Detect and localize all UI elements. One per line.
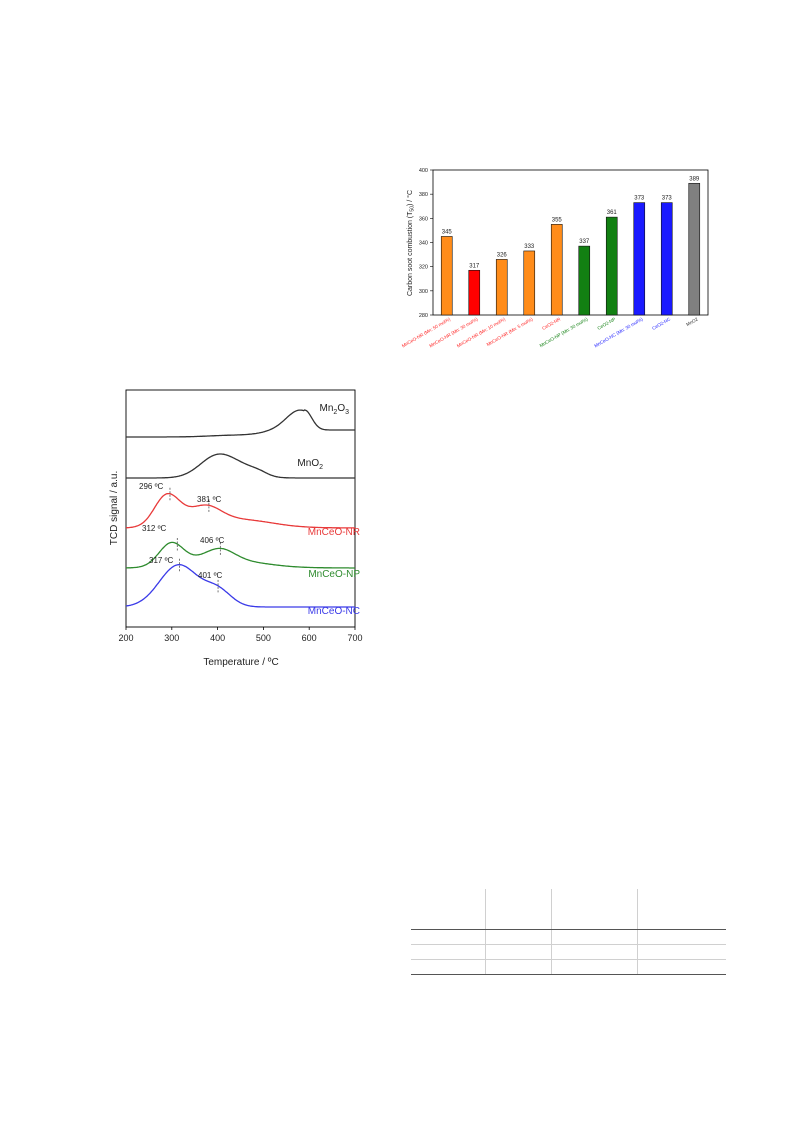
table-cell (551, 889, 638, 930)
table-header-row (411, 889, 726, 930)
peak-label-nr-1: 296 ºC (139, 482, 163, 491)
peak-label-nr-2: 381 ºC (197, 495, 221, 504)
tpr-x-tick-label: 300 (164, 633, 179, 643)
curve-label-nr: MnCeO-NR (308, 527, 360, 538)
bar-category-label: MnCeO-NR (Mn: 50 mol%) (401, 316, 452, 348)
bar-data-label: 389 (689, 176, 700, 182)
table-cell (411, 889, 486, 930)
bar (550, 224, 563, 316)
table-cell (637, 889, 726, 930)
bar-y-tick-label: 360 (419, 216, 428, 222)
tpr-line-chart: 200 300 400 500 600 700 Mn2O3 MnO2 MnCeO-NR M… (109, 389, 363, 668)
tpr-plot-frame (125, 389, 356, 628)
bar (688, 182, 701, 316)
tpr-y-axis-label: TCD signal / a.u. (109, 471, 120, 545)
table-cell (411, 929, 486, 945)
table-cell (485, 944, 552, 960)
bar-y-tick-label: 280 (419, 313, 428, 319)
bar-y-axis-label: Carbon soot combustion (T50) / °C (406, 190, 416, 296)
bar (523, 250, 536, 316)
table-cell (485, 959, 552, 975)
bar (440, 236, 453, 316)
bar-y-axis: 280 300 320 340 360 380 400 (419, 168, 433, 319)
bar-data-label: 373 (662, 196, 673, 202)
tpr-curve (125, 492, 355, 529)
bar-y-tick-label: 320 (419, 265, 428, 271)
bar-data-label: 326 (497, 252, 508, 258)
bar-category-label: MnCeO-NR (Mn: 30 mol%) (428, 316, 479, 348)
curve-label-np: MnCeO-NP (308, 569, 360, 580)
bar-category-label: MnCeO-NR (Mn: 10 mol%) (456, 316, 507, 348)
table-cell (551, 944, 638, 960)
bar-category-label: MnCeO-NC (Mn: 30 mol%) (593, 316, 644, 348)
tpr-curve (126, 541, 355, 569)
tpr-x-tick-label: 500 (256, 633, 271, 643)
tpr-x-tick-label: 600 (302, 633, 317, 643)
bar (660, 202, 673, 316)
tpr-x-tick-label: 200 (118, 633, 133, 643)
bar (605, 216, 618, 316)
curve-label-mn2o3: Mn2O3 (320, 403, 350, 416)
bar-series: 345 MnCeO-NR (Mn: 50 mol%) 317 MnCeO-NR (Mn… (401, 176, 701, 348)
bar-data-label: 337 (579, 239, 590, 245)
tpr-x-axis-label: Temperature / ºC (203, 657, 278, 668)
bar-data-label: 345 (442, 229, 453, 235)
tpr-curve (125, 564, 355, 608)
table-cell (411, 959, 486, 975)
bar-category-label: MnCeO-NP (Mn: 30 mol%) (539, 316, 589, 348)
bar-y-tick-label: 400 (419, 168, 428, 174)
peak-label-nc-2: 401 ºC (198, 571, 222, 580)
table-cell (551, 929, 638, 945)
tpr-x-axis: 200 300 400 500 600 700 (118, 627, 363, 643)
bar (578, 245, 591, 316)
bar-category-label: MnCeO-NR (Mn: 5 mol%) (486, 316, 534, 347)
bar-y-tick-label: 300 (419, 289, 428, 295)
table-row (411, 944, 726, 960)
table-cell (411, 944, 486, 960)
table-cell (637, 929, 726, 945)
peak-label-np-2: 406 ºC (200, 536, 224, 545)
bar-y-tick-label: 340 (419, 241, 428, 247)
tpr-x-tick-label: 700 (347, 633, 362, 643)
bar (495, 259, 508, 316)
bar-data-label: 333 (524, 244, 535, 250)
bar-category-label: MnO2 (685, 316, 699, 327)
bar (633, 202, 646, 316)
table-row (411, 929, 726, 945)
bar-category-label: CeO2-NP (596, 317, 616, 331)
table-cell (551, 959, 638, 975)
tpr-curve (126, 453, 355, 479)
bar-data-label: 355 (552, 217, 563, 223)
bar (468, 269, 481, 316)
table-cell (485, 889, 552, 930)
data-table (411, 889, 726, 975)
bar-data-label: 361 (607, 210, 618, 216)
table-cell (637, 944, 726, 960)
t50-bar-chart: 280 300 320 340 360 380 400 345 MnCeO-NR (Mn: 5… (401, 168, 709, 348)
bar-category-label: CeO2-NC (651, 316, 672, 331)
bar-data-label: 317 (469, 263, 480, 269)
bar-y-tick-label: 380 (419, 192, 428, 198)
table-cell (485, 929, 552, 945)
table-cell (637, 959, 726, 975)
table-row (411, 959, 726, 975)
tpr-curves (125, 409, 355, 608)
tpr-curve (126, 409, 355, 438)
peak-label-nc-1: 317 ºC (149, 556, 173, 565)
bar-data-label: 373 (634, 196, 645, 202)
bar-category-label: CeO2-NR (541, 316, 562, 331)
curve-label-nc: MnCeO-NC (308, 606, 360, 617)
tpr-x-tick-label: 400 (210, 633, 225, 643)
peak-label-np-1: 312 ºC (142, 524, 166, 533)
curve-label-mno2: MnO2 (297, 458, 323, 471)
